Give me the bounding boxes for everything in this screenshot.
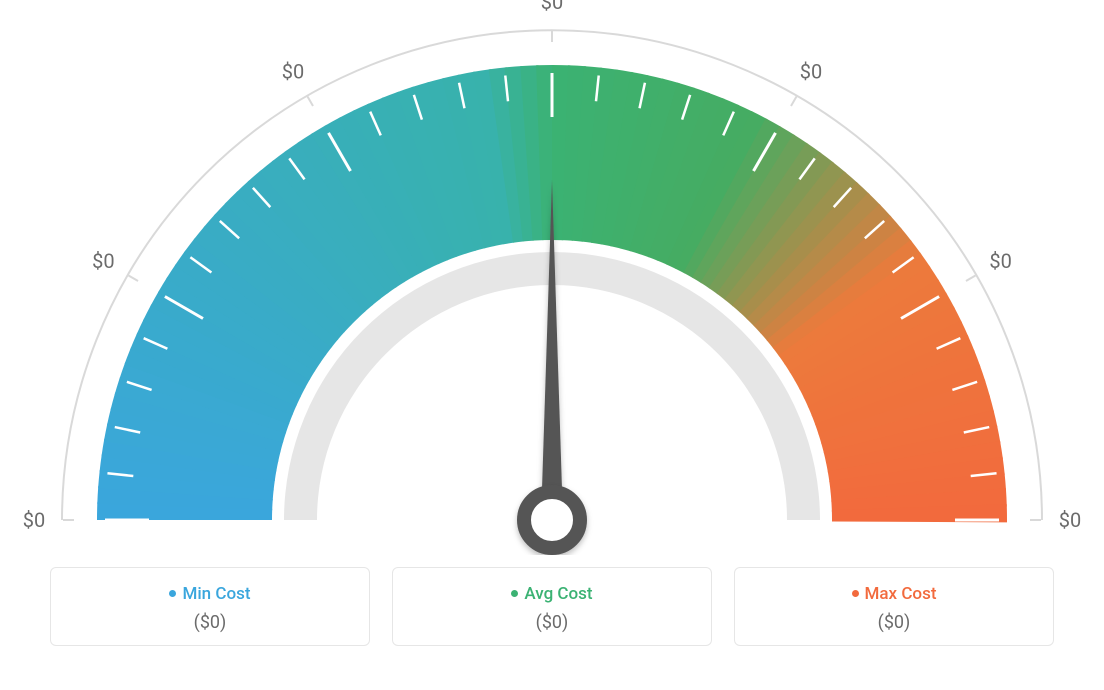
gauge-area: $0 $0 $0 $0 $0 $0 $0: [0, 0, 1104, 555]
svg-text:$0: $0: [23, 508, 45, 532]
legend-max-value: ($0): [753, 612, 1035, 633]
legend-max-title: Max Cost: [852, 584, 937, 604]
legend-avg-value: ($0): [411, 612, 693, 633]
gauge-svg: $0 $0 $0 $0 $0 $0 $0: [0, 0, 1104, 555]
legend-min-box: Min Cost ($0): [50, 567, 370, 646]
svg-text:$0: $0: [800, 59, 822, 83]
svg-text:$0: $0: [282, 59, 304, 83]
svg-text:$0: $0: [541, 0, 563, 14]
legend-min-value: ($0): [69, 612, 351, 633]
dot-icon: [511, 590, 518, 597]
legend-avg-box: Avg Cost ($0): [392, 567, 712, 646]
dot-icon: [852, 590, 859, 597]
svg-text:$0: $0: [92, 249, 114, 273]
dot-icon: [169, 590, 176, 597]
gauge-chart-container: $0 $0 $0 $0 $0 $0 $0 Min Cost ($0) Avg Cost ($…: [0, 0, 1104, 690]
legend-max-label: Max Cost: [865, 584, 937, 604]
legend-avg-label: Avg Cost: [524, 584, 592, 604]
svg-text:$0: $0: [989, 249, 1011, 273]
legend-min-label: Min Cost: [182, 584, 250, 604]
legend-max-box: Max Cost ($0): [734, 567, 1054, 646]
legend-avg-title: Avg Cost: [511, 584, 592, 604]
svg-text:$0: $0: [1059, 508, 1081, 532]
legend-min-title: Min Cost: [169, 584, 250, 604]
legend-row: Min Cost ($0) Avg Cost ($0) Max Cost ($0…: [0, 567, 1104, 646]
